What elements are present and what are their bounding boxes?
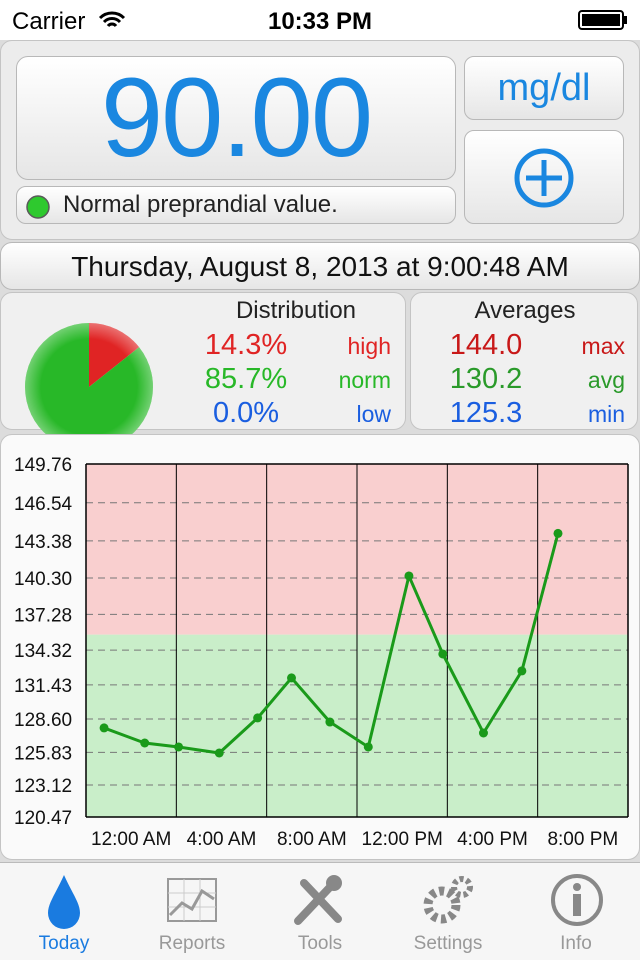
settings-icon xyxy=(423,876,473,924)
average-value: 130.2 xyxy=(449,363,523,395)
average-value: 125.3 xyxy=(449,397,523,429)
status-text: Normal preprandial value. xyxy=(63,191,338,218)
pie-shine xyxy=(25,323,153,451)
distribution-value: 14.3% xyxy=(204,329,288,361)
x-tick-label: 4:00 AM xyxy=(187,829,257,850)
x-tick-label: 8:00 PM xyxy=(547,829,618,850)
data-point xyxy=(287,673,297,683)
distribution-value: 0.0% xyxy=(212,397,280,429)
reading-value[interactable]: 90.00 xyxy=(16,56,456,180)
clock: 10:33 PM xyxy=(267,8,373,35)
y-tick-label: 131.43 xyxy=(14,676,72,697)
reports-icon xyxy=(167,878,217,922)
data-point xyxy=(174,742,184,752)
distribution-label: low xyxy=(356,401,391,427)
average-label: max xyxy=(581,333,625,359)
tab-label[interactable]: Settings xyxy=(413,933,483,954)
status-bar: Carrier 10:33 PM xyxy=(0,0,640,40)
x-tick-label: 8:00 AM xyxy=(277,829,347,850)
y-tick-label: 125.83 xyxy=(14,743,72,764)
tab-label[interactable]: Tools xyxy=(297,933,343,954)
average-label: min xyxy=(587,401,625,427)
date-label[interactable]: Thursday, August 8, 2013 at 9:00:48 AM xyxy=(0,242,640,290)
distribution-label: norm xyxy=(338,367,391,393)
tab-label[interactable]: Info xyxy=(560,933,592,954)
y-tick-label: 140.30 xyxy=(14,569,72,590)
data-point xyxy=(404,571,414,581)
average-value: 144.0 xyxy=(449,329,523,361)
distribution-pie xyxy=(25,323,154,451)
distribution-label: high xyxy=(347,333,391,359)
data-point xyxy=(253,713,263,723)
data-point xyxy=(478,728,488,738)
y-tick-label: 143.38 xyxy=(14,532,72,553)
averages-panel: Averages 144.0 max 130.2 avg 125.3 min xyxy=(410,292,638,430)
data-point xyxy=(553,528,563,538)
data-point xyxy=(517,666,527,676)
y-tick-label: 149.76 xyxy=(14,455,72,476)
glucose-chart: 120.47 123.12 125.83 128.60 131.43 134.32 137.… xyxy=(14,455,629,850)
tab-label[interactable]: Reports xyxy=(158,933,226,954)
tools-icon xyxy=(294,875,342,925)
status-dot xyxy=(26,195,50,219)
x-tick-label: 4:00 PM xyxy=(457,829,528,850)
wifi-icon xyxy=(98,11,126,28)
data-point xyxy=(99,723,109,733)
tab-label[interactable]: Today xyxy=(38,933,90,954)
data-point xyxy=(438,649,448,659)
y-tick-label: 134.32 xyxy=(14,641,72,662)
today-icon xyxy=(48,875,80,929)
data-point xyxy=(325,717,335,727)
unit-button[interactable]: mg/dl xyxy=(464,56,624,120)
y-tick-label: 137.28 xyxy=(14,605,72,626)
y-tick-label: 146.54 xyxy=(14,494,73,515)
average-label: avg xyxy=(587,367,625,393)
data-point xyxy=(140,738,150,748)
plus-icon xyxy=(514,148,574,208)
battery-icon xyxy=(578,10,627,30)
data-point xyxy=(214,748,224,758)
data-point xyxy=(363,742,373,752)
distribution-panel: Distribution 14.3% high 85.7% norm 0.0% low xyxy=(0,292,406,451)
distribution-value: 85.7% xyxy=(204,363,288,395)
x-tick-label: 12:00 AM xyxy=(91,829,171,850)
add-button[interactable] xyxy=(464,130,624,224)
y-tick-label: 123.12 xyxy=(14,776,72,797)
x-tick-label: 12:00 PM xyxy=(362,829,443,850)
distribution-title: Distribution xyxy=(235,297,357,324)
y-tick-label: 128.60 xyxy=(14,710,72,731)
status-message: Normal preprandial value. xyxy=(16,186,456,224)
averages-title: Averages xyxy=(474,297,576,324)
info-icon xyxy=(551,874,603,926)
tab-bar: Today Reports Tools Settings Info xyxy=(0,862,640,960)
y-tick-label: 120.47 xyxy=(14,808,72,829)
carrier: Carrier xyxy=(12,8,86,35)
